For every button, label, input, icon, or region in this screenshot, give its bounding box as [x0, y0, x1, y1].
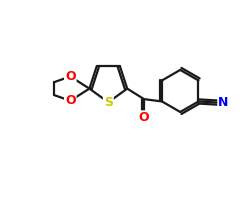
Text: O: O [139, 111, 149, 124]
Text: O: O [65, 70, 76, 83]
Text: S: S [104, 96, 113, 109]
Text: O: O [65, 94, 76, 107]
Text: N: N [218, 96, 229, 109]
